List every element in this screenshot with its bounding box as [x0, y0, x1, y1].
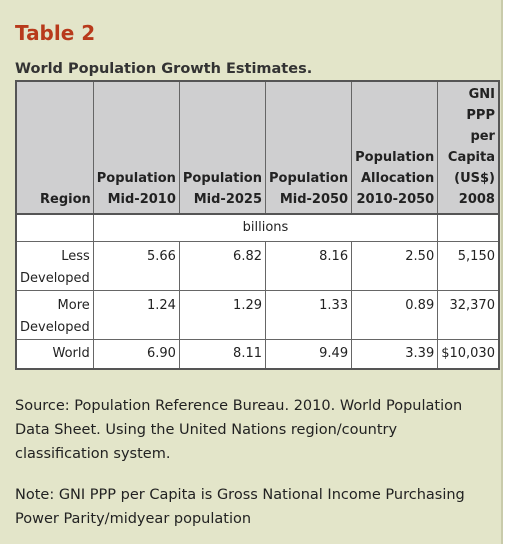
header-pop-2050: Population Mid-2050 — [264, 80, 353, 215]
value-cell: 8.16 — [264, 241, 353, 291]
units-row: billions — [15, 213, 500, 242]
region-cell: More Developed — [15, 290, 94, 340]
table-subtitle: World Population Growth Estimates. — [15, 61, 313, 77]
value-cell: 1.24 — [92, 290, 180, 340]
value-cell: 0.89 — [351, 290, 439, 340]
header-row: Region Population Mid-2010 Population Mi… — [15, 80, 500, 215]
header-region: Region — [15, 80, 94, 215]
value-cell: 5.66 — [92, 241, 180, 291]
value-cell: 32,370 — [437, 290, 500, 340]
value-cell: 6.82 — [178, 241, 267, 291]
units-blank-cell — [15, 213, 94, 242]
value-cell: 9.49 — [264, 339, 353, 370]
table-row: World 6.90 8.11 9.49 3.39 $10,030 — [15, 339, 500, 370]
population-table: Region Population Mid-2010 Population Mi… — [15, 80, 500, 370]
value-cell: $10,030 — [437, 339, 500, 370]
table-row: More Developed 1.24 1.29 1.33 0.89 32,37… — [15, 290, 500, 340]
header-pop-2025: Population Mid-2025 — [178, 80, 267, 215]
value-cell: 3.39 — [351, 339, 439, 370]
header-gni: GNI PPP per Capita (US$) 2008 — [437, 80, 500, 215]
value-cell: 8.11 — [178, 339, 267, 370]
region-cell: Less Developed — [15, 241, 94, 291]
table-notes: Source: Population Reference Bureau. 201… — [15, 394, 495, 548]
header-pop-allocation: Population Allocation 2010-2050 — [351, 80, 439, 215]
region-cell: World — [15, 339, 94, 370]
definition-note: Note: GNI PPP per Capita is Gross Nation… — [15, 487, 465, 527]
units-blank-cell — [437, 213, 500, 242]
value-cell: 5,150 — [437, 241, 500, 291]
value-cell: 2.50 — [351, 241, 439, 291]
source-note: Source: Population Reference Bureau. 201… — [15, 398, 463, 462]
table-title: Table 2 — [15, 21, 96, 45]
units-label: billions — [92, 213, 439, 242]
value-cell: 1.29 — [178, 290, 267, 340]
value-cell: 6.90 — [92, 339, 180, 370]
value-cell: 1.33 — [264, 290, 353, 340]
header-pop-2010: Population Mid-2010 — [92, 80, 180, 215]
table-row: Less Developed 5.66 6.82 8.16 2.50 5,150 — [15, 241, 500, 291]
